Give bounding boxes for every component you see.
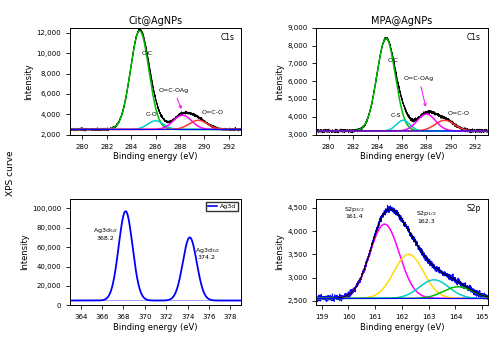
X-axis label: Binding energy (eV): Binding energy (eV): [360, 323, 444, 332]
Text: S2p: S2p: [466, 204, 480, 213]
Text: O=C-OAg: O=C-OAg: [159, 88, 189, 108]
Text: O=C-O: O=C-O: [447, 111, 469, 116]
Text: C1s: C1s: [220, 33, 234, 42]
Text: Ag3d$_{3/2}$
374.2: Ag3d$_{3/2}$ 374.2: [194, 246, 219, 260]
Text: C-S: C-S: [390, 113, 401, 118]
Text: S2p$_{1/2}$
162.3: S2p$_{1/2}$ 162.3: [416, 210, 436, 224]
X-axis label: Binding energy (eV): Binding energy (eV): [360, 152, 444, 161]
Title: MPA@AgNPs: MPA@AgNPs: [372, 16, 432, 26]
Y-axis label: Intensity: Intensity: [276, 234, 284, 270]
Text: C1s: C1s: [466, 33, 480, 42]
Text: C-C: C-C: [388, 58, 399, 64]
Title: Cit@AgNPs: Cit@AgNPs: [128, 16, 182, 26]
X-axis label: Binding energy (eV): Binding energy (eV): [114, 152, 198, 161]
Text: O=C-O: O=C-O: [202, 110, 224, 115]
Text: XPS curve: XPS curve: [6, 151, 16, 196]
Text: O=C-OAg: O=C-OAg: [404, 76, 434, 106]
Y-axis label: Intensity: Intensity: [24, 63, 34, 100]
Text: Ag3d$_{5/2}$
368.2: Ag3d$_{5/2}$ 368.2: [93, 227, 118, 241]
Y-axis label: Intensity: Intensity: [20, 234, 29, 270]
Y-axis label: Intensity: Intensity: [276, 63, 284, 100]
Text: C-C: C-C: [142, 51, 152, 56]
Text: S2p$_{3/2}$
161.4: S2p$_{3/2}$ 161.4: [344, 205, 364, 220]
Text: C-O: C-O: [146, 112, 158, 117]
X-axis label: Binding energy (eV): Binding energy (eV): [114, 323, 198, 332]
Legend: Ag3d: Ag3d: [206, 202, 238, 211]
